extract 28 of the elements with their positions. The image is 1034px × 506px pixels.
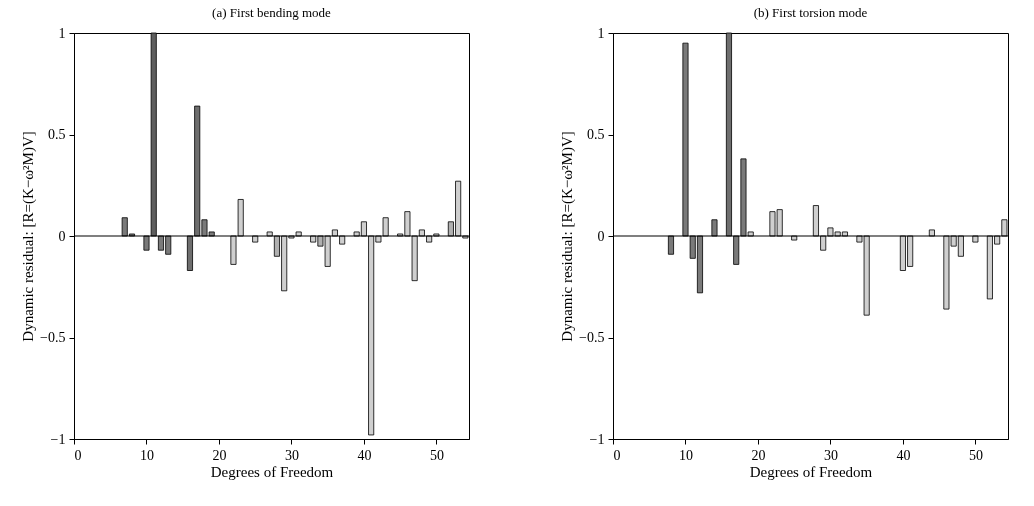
x-tick-label: 30	[284, 447, 299, 463]
y-tick-label: −0.5	[579, 330, 605, 345]
x-tick-label: 40	[357, 447, 372, 463]
x-axis-title: Degrees of Freedom	[210, 463, 334, 480]
x-axis-title: Degrees of Freedom	[749, 463, 873, 480]
x-tick-label: 40	[896, 447, 911, 463]
y-axis-title: Dynamic residual: [R=(K−ω²M)V]	[20, 131, 38, 342]
y-tick-label: 1	[597, 25, 605, 41]
chart-title: (a) First bending mode	[212, 5, 332, 20]
y-tick-label: −1	[589, 431, 605, 447]
x-tick-label: 50	[429, 447, 444, 463]
y-tick-label: 0	[597, 228, 605, 244]
x-tick-label: 50	[968, 447, 983, 463]
y-tick-label: 0.5	[587, 127, 605, 142]
x-tick-label: 0	[74, 447, 82, 463]
x-tick-label: 30	[823, 447, 838, 463]
chart-title: (b) First torsion mode	[753, 5, 868, 20]
y-tick-label: 1	[58, 25, 66, 41]
y-tick-label: 0	[58, 228, 66, 244]
x-tick-label: 20	[751, 447, 766, 463]
y-tick-label: −1	[50, 431, 66, 447]
x-tick-label: 20	[212, 447, 227, 463]
y-tick-label: 0.5	[48, 127, 66, 142]
y-axis-title: Dynamic residual: [R=(K−ω²M)V]	[559, 131, 577, 342]
x-tick-label: 10	[139, 447, 154, 463]
x-tick-label: 0	[613, 447, 621, 463]
y-tick-label: −0.5	[40, 330, 66, 345]
x-tick-label: 10	[678, 447, 693, 463]
